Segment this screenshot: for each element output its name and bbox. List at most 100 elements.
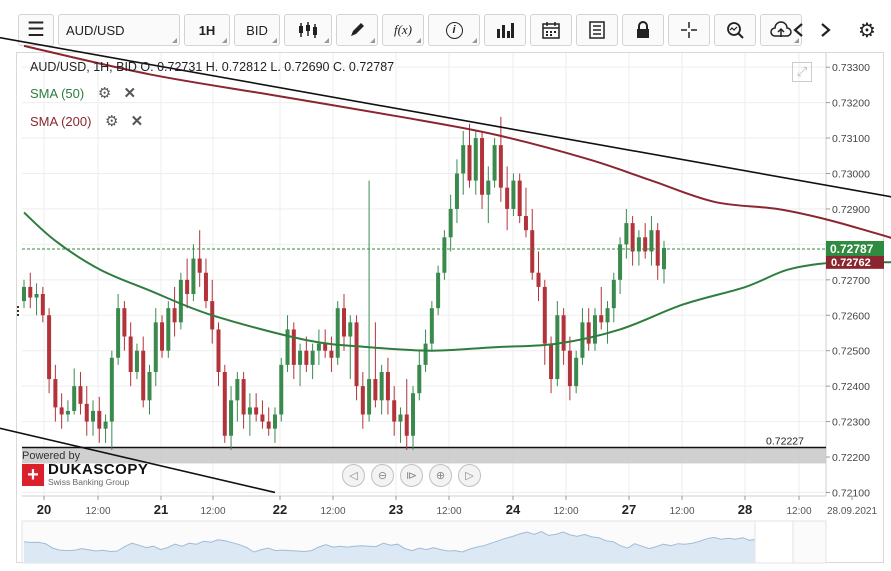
candle bbox=[367, 180, 372, 422]
zoom-button[interactable] bbox=[714, 14, 756, 46]
ohlc-readout: AUD/USD, 1H, BID O. 0.72731 H. 0.72812 L… bbox=[30, 60, 395, 74]
candle bbox=[429, 301, 434, 351]
candle bbox=[586, 308, 591, 351]
dukascopy-logo[interactable]: + DUKASCOPY Swiss Banking Group bbox=[22, 462, 148, 487]
drag-handle-dot bbox=[17, 314, 19, 316]
candle-body bbox=[530, 230, 535, 273]
sma200-remove-close-icon[interactable]: ✕ bbox=[130, 113, 144, 130]
symbol-select[interactable]: AUD/USD bbox=[58, 14, 180, 46]
zoom-out-button[interactable]: ⊖ bbox=[371, 464, 394, 487]
pan-right-button[interactable]: ▷ bbox=[458, 464, 481, 487]
candle bbox=[266, 407, 271, 436]
candle bbox=[279, 357, 284, 422]
candle-body bbox=[624, 223, 629, 245]
sma50-legend: SMA (50) ⚙ ✕ bbox=[30, 84, 136, 102]
calendar-button[interactable] bbox=[530, 14, 572, 46]
candle bbox=[649, 216, 654, 266]
zoom-in-button[interactable]: ⊕ bbox=[429, 464, 452, 487]
chevron-right-icon bbox=[821, 23, 831, 37]
expand-icon[interactable]: ⤢ bbox=[792, 62, 812, 82]
candle-body bbox=[116, 308, 121, 358]
candle-body bbox=[266, 421, 271, 429]
menu-button[interactable]: ☰ bbox=[18, 14, 54, 46]
candle-body bbox=[122, 308, 127, 337]
candlestick-icon bbox=[299, 22, 317, 38]
candle-body bbox=[260, 414, 265, 422]
candle-body bbox=[436, 272, 441, 309]
candle bbox=[611, 272, 616, 323]
toolbar: ☰ AUD/USD 1H BID f(x) i bbox=[16, 14, 884, 48]
crosshair-icon bbox=[681, 22, 697, 38]
candle-body bbox=[511, 180, 516, 209]
pan-left-button[interactable]: ◁ bbox=[342, 464, 365, 487]
candle-body bbox=[567, 350, 572, 387]
candle-body bbox=[480, 138, 485, 195]
candle-body bbox=[492, 145, 497, 181]
powered-by-label: Powered by bbox=[22, 450, 81, 462]
candle bbox=[454, 159, 459, 224]
candle-body bbox=[498, 145, 503, 188]
settings-button[interactable]: ⚙ bbox=[850, 14, 884, 46]
candle bbox=[304, 336, 309, 372]
sma50-settings-gear-icon[interactable]: ⚙ bbox=[97, 85, 112, 102]
share-button[interactable] bbox=[760, 14, 802, 46]
price-tick-label: 0.72200 bbox=[832, 452, 870, 464]
time-tick-label: 12:00 bbox=[786, 506, 811, 517]
timeframe-select[interactable]: 1H bbox=[184, 14, 230, 46]
candle bbox=[235, 371, 240, 422]
candle-body bbox=[53, 379, 58, 408]
candle-body bbox=[316, 343, 321, 351]
candle-body bbox=[454, 173, 459, 209]
data-table-button[interactable] bbox=[576, 14, 618, 46]
candle-body bbox=[618, 244, 623, 280]
candle bbox=[523, 187, 528, 238]
sma50-remove-close-icon[interactable]: ✕ bbox=[123, 85, 137, 102]
price-side-select[interactable]: BID bbox=[234, 14, 280, 46]
candle-body bbox=[128, 336, 133, 372]
candle bbox=[335, 301, 340, 365]
candle bbox=[599, 286, 604, 330]
candle bbox=[22, 279, 26, 309]
draw-button[interactable] bbox=[336, 14, 378, 46]
candle-body bbox=[103, 421, 108, 429]
candle-body bbox=[342, 308, 346, 337]
candle-body bbox=[310, 350, 315, 365]
crosshair-button[interactable] bbox=[668, 14, 710, 46]
chart-type-button[interactable] bbox=[284, 14, 332, 46]
time-tick-label: 12:00 bbox=[669, 506, 694, 517]
candle bbox=[197, 230, 202, 287]
candle bbox=[442, 230, 447, 280]
candle bbox=[72, 368, 77, 415]
candle-body bbox=[611, 279, 616, 309]
sma200-settings-gear-icon[interactable]: ⚙ bbox=[105, 113, 119, 130]
candle bbox=[624, 208, 629, 259]
candle-body bbox=[279, 364, 284, 415]
candle-body bbox=[523, 216, 528, 231]
candle bbox=[373, 322, 378, 408]
candle-body bbox=[655, 230, 660, 266]
candle-body bbox=[160, 322, 165, 351]
candle-body bbox=[254, 407, 259, 415]
indicators-button[interactable]: f(x) bbox=[382, 14, 424, 46]
magnifier-icon bbox=[727, 22, 744, 39]
candle bbox=[172, 286, 177, 337]
candle bbox=[480, 130, 485, 209]
candle-body bbox=[304, 350, 309, 365]
candle bbox=[505, 166, 510, 231]
candle bbox=[78, 371, 83, 415]
candle-body bbox=[109, 357, 114, 422]
scroll-left-button[interactable] bbox=[784, 14, 812, 46]
lock-button[interactable] bbox=[622, 14, 664, 46]
info-button[interactable]: i bbox=[428, 14, 480, 46]
candle bbox=[247, 393, 252, 436]
reset-view-button[interactable]: ⧐ bbox=[400, 464, 423, 487]
volume-button[interactable] bbox=[484, 14, 526, 46]
time-tick-label: 12:00 bbox=[320, 506, 345, 517]
scroll-right-button[interactable] bbox=[812, 14, 840, 46]
candle-body bbox=[216, 329, 221, 372]
candle-body bbox=[448, 208, 453, 238]
candle bbox=[97, 396, 102, 443]
candle bbox=[291, 322, 296, 380]
drag-handle-dot bbox=[17, 310, 19, 312]
